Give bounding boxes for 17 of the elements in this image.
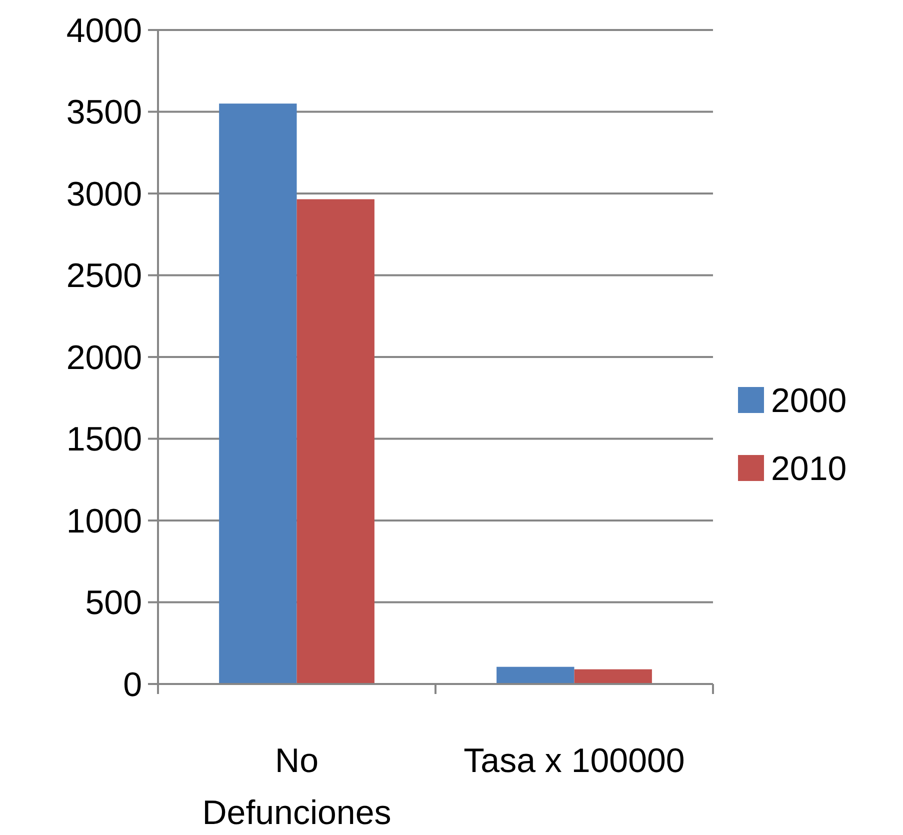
y-tick-label: 2000 [66, 338, 142, 377]
y-tick-label: 1500 [66, 420, 142, 459]
bar [574, 669, 652, 684]
bar [496, 666, 574, 684]
y-tick-label: 3000 [66, 175, 142, 214]
legend-label: 2010 [771, 450, 847, 488]
x-tick-label: No Defunciones [202, 742, 392, 832]
legend-label: 2000 [771, 382, 847, 420]
y-tick-label: 2500 [66, 257, 142, 296]
y-tick-label: 1000 [66, 502, 142, 540]
y-tick-label: 500 [85, 584, 142, 622]
y-tick-label: 4000 [66, 12, 142, 50]
y-tick-label: 3500 [66, 94, 142, 132]
bar [296, 199, 374, 684]
x-tick-label: Tasa x 100000 [464, 742, 685, 780]
y-tick-label: 0 [123, 666, 142, 704]
bar [219, 104, 297, 684]
